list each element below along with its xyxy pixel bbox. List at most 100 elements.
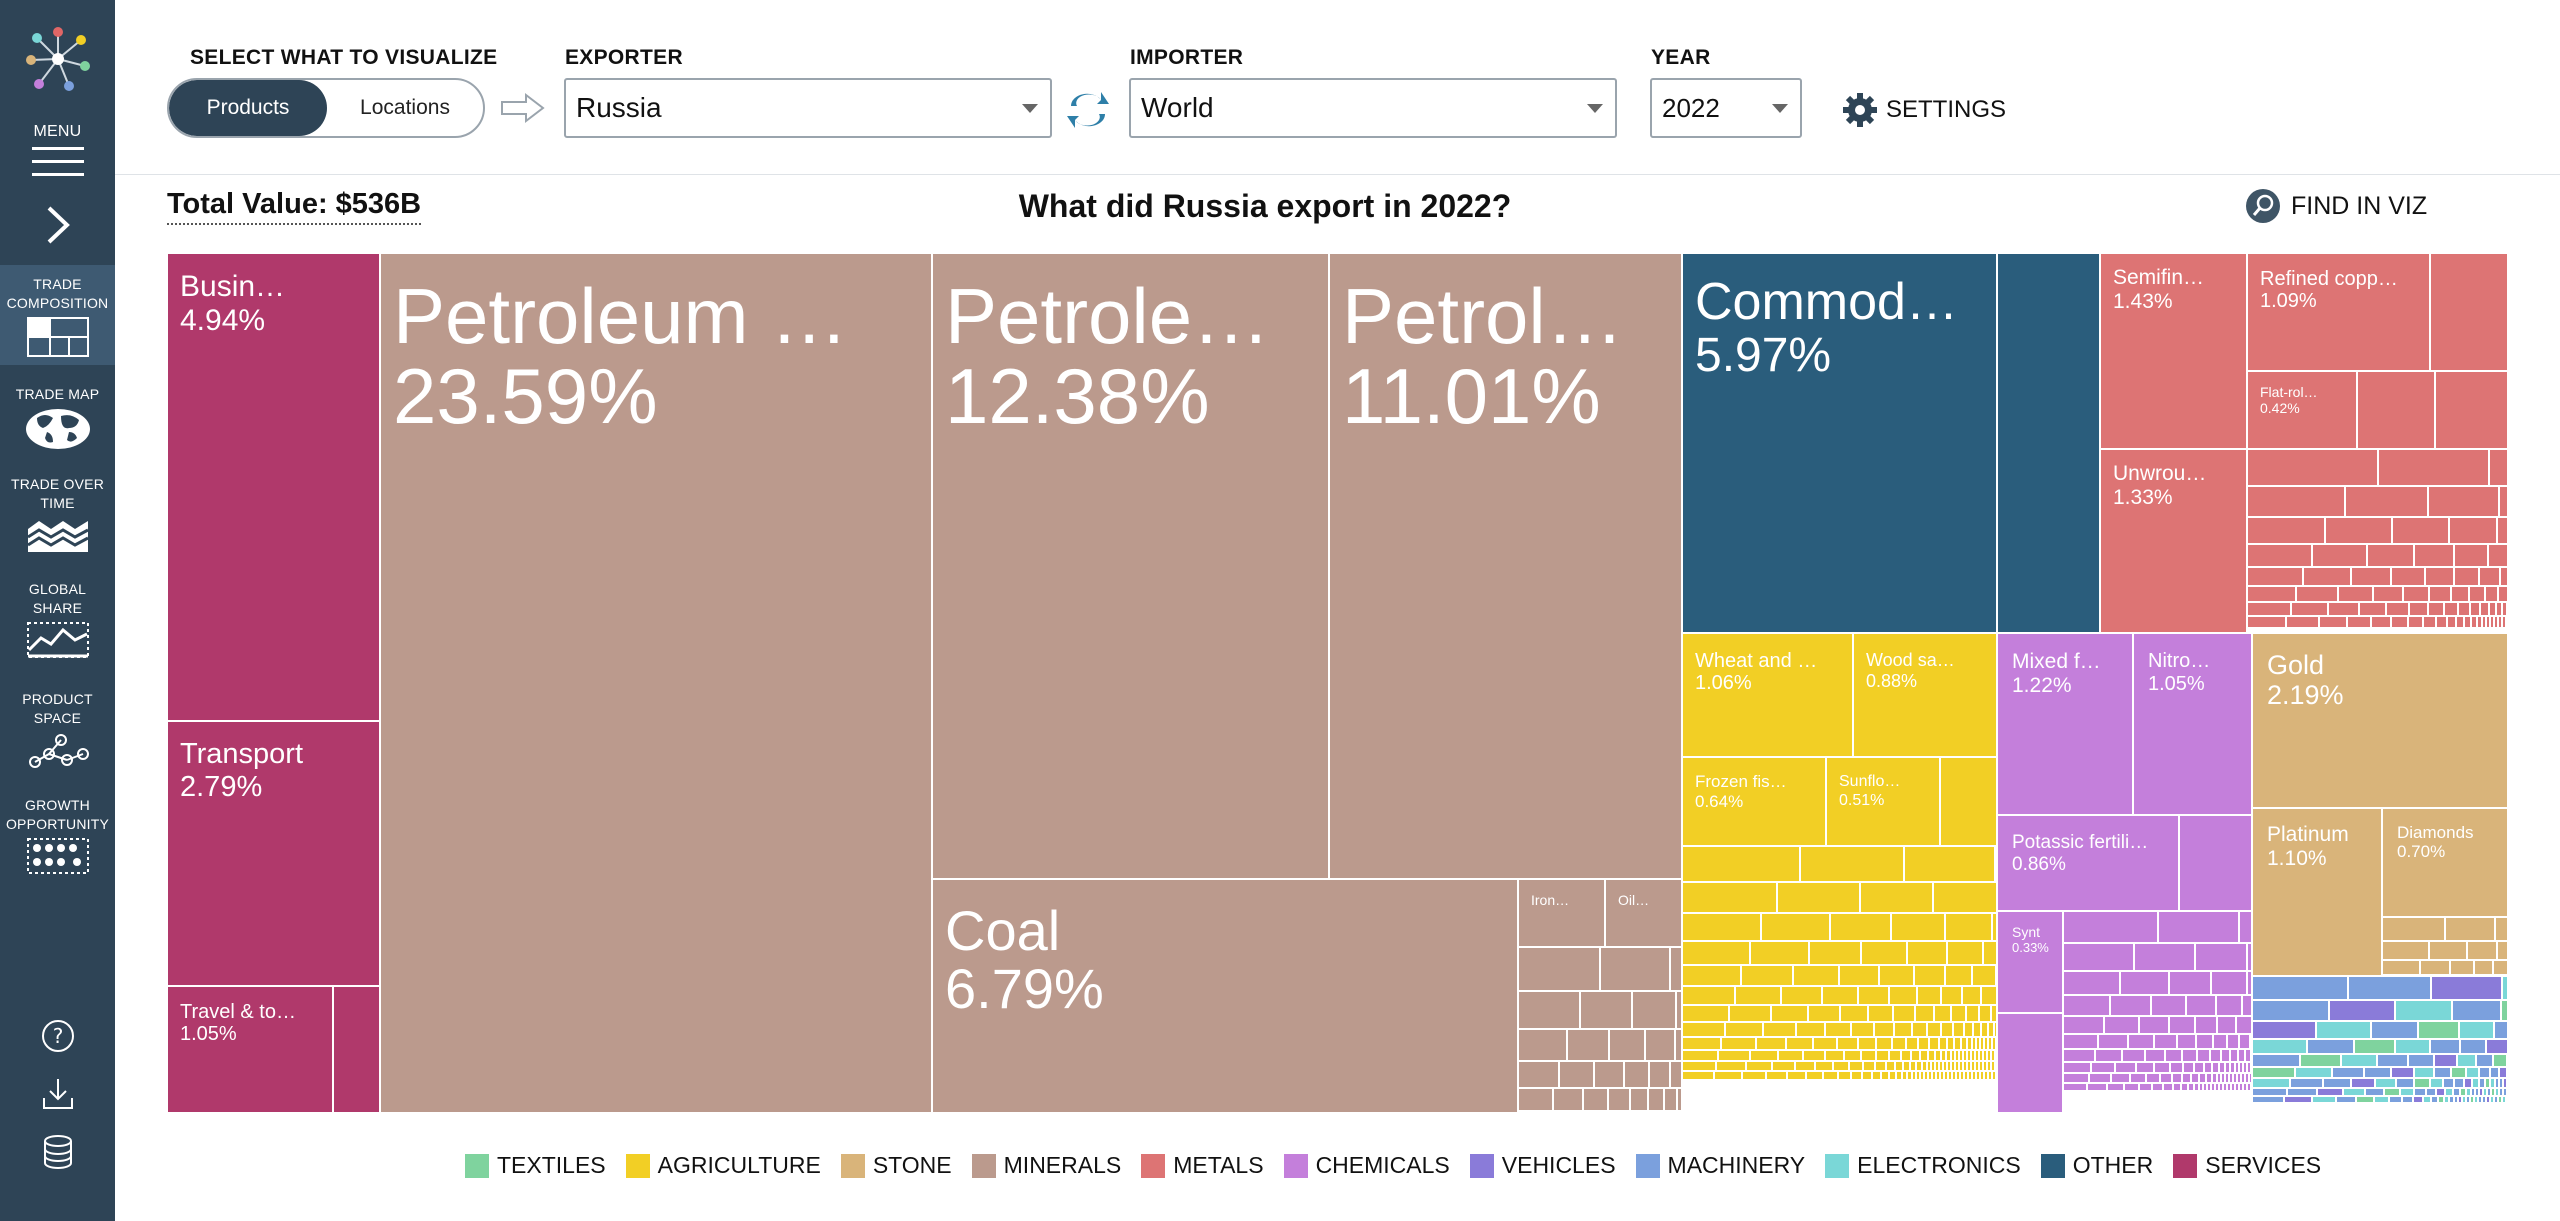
treemap-cell[interactable] [2194, 1062, 2204, 1073]
treemap-cell[interactable] [2498, 616, 2502, 628]
treemap-cell[interactable] [1976, 1037, 1980, 1050]
treemap-cell[interactable] [1981, 986, 1997, 1005]
treemap-cell[interactable] [2486, 616, 2490, 628]
treemap-cell[interactable] [1721, 1037, 1756, 1050]
treemap-cell[interactable] [1840, 1005, 1868, 1022]
treemap-cell[interactable] [2343, 1088, 2365, 1096]
treemap-cell[interactable] [2235, 1062, 2239, 1073]
treemap-cell[interactable] [2489, 602, 2496, 616]
treemap-cell[interactable] [1632, 1111, 1646, 1113]
treemap-cell[interactable] [2247, 943, 2252, 971]
treemap-cell[interactable] [2225, 1062, 2230, 1073]
treemap-cell[interactable] [2169, 1016, 2195, 1034]
treemap-cell[interactable] [2460, 1039, 2486, 1054]
treemap-cell[interactable] [1786, 1037, 1813, 1050]
treemap-cell[interactable] [2454, 544, 2488, 567]
treemap-cell[interactable]: Unwrou… 1.33% [2100, 449, 2247, 633]
treemap-cell[interactable] [1983, 1061, 1987, 1071]
treemap-cell[interactable]: Petrole… 12.38% [932, 253, 1329, 879]
treemap-cell[interactable] [2063, 911, 2158, 943]
treemap-cell[interactable] [2434, 1067, 2451, 1078]
treemap-cell[interactable] [1955, 1050, 1959, 1061]
treemap-cell[interactable] [2252, 1067, 2295, 1078]
treemap-cell[interactable] [1945, 913, 1992, 941]
treemap-cell[interactable] [1916, 1071, 1920, 1080]
treemap-cell[interactable] [1991, 1050, 1995, 1061]
sidebar-item-growth-opportunity[interactable]: GROWTH OPPORTUNITY [0, 796, 115, 874]
treemap-cell[interactable] [1979, 1005, 1991, 1022]
treemap-cell[interactable]: Refined copp… 1.09% [2247, 253, 2430, 371]
treemap-cell[interactable] [1808, 1005, 1840, 1022]
treemap-cell[interactable] [1967, 1061, 1971, 1071]
treemap-cell[interactable] [1771, 1005, 1808, 1022]
treemap-cell[interactable] [2356, 1096, 2374, 1103]
sidebar-item-trade-composition[interactable]: TRADE COMPOSITION [0, 275, 115, 357]
treemap-cell[interactable] [1907, 941, 1947, 965]
treemap-cell[interactable] [2378, 449, 2489, 486]
treemap-cell[interactable] [1851, 1071, 1862, 1080]
treemap-cell[interactable] [1934, 1005, 1951, 1022]
treemap-cell[interactable] [2130, 1073, 2146, 1083]
treemap-cell[interactable] [2490, 616, 2494, 628]
treemap-cell[interactable]: Wheat and … 1.06% [1682, 633, 1853, 757]
treemap-cell[interactable] [1772, 1061, 1795, 1071]
treemap-cell[interactable] [2239, 1083, 2243, 1091]
treemap-cell[interactable] [2486, 1039, 2508, 1054]
treemap-cell[interactable] [2233, 1073, 2237, 1083]
treemap-cell[interactable] [1939, 1037, 1947, 1050]
treemap-cell[interactable] [1682, 1022, 1725, 1037]
treemap-cell[interactable] [2498, 1096, 2502, 1103]
settings-button[interactable]: SETTINGS [1840, 88, 2006, 132]
treemap-cell[interactable] [2477, 616, 2482, 628]
treemap-cell[interactable] [2252, 1054, 2300, 1067]
treemap-cell[interactable] [1971, 1050, 1975, 1061]
treemap-cell[interactable] [2243, 1062, 2247, 1073]
treemap-cell[interactable] [2479, 1067, 2490, 1078]
treemap-cell[interactable] [1750, 1050, 1778, 1061]
treemap-cell[interactable] [2186, 995, 2216, 1016]
treemap-cell[interactable] [1670, 947, 1682, 991]
legend-item-chemicals[interactable]: CHEMICALS [1283, 1152, 1450, 1179]
treemap-cell[interactable] [2230, 1062, 2235, 1073]
treemap-cell[interactable] [2391, 616, 2408, 628]
treemap-cell[interactable] [1766, 1071, 1787, 1080]
treemap-cell[interactable] [2408, 1054, 2434, 1067]
treemap-cell[interactable] [2395, 1039, 2430, 1054]
treemap-cell[interactable] [1823, 1071, 1838, 1080]
treemap-cell[interactable] [2429, 941, 2467, 960]
treemap-cell[interactable] [2247, 544, 2312, 567]
treemap-cell[interactable] [2452, 1000, 2501, 1021]
treemap-cell[interactable] [2485, 1078, 2490, 1088]
treemap-cell[interactable] [2063, 1034, 2098, 1049]
treemap-cell[interactable] [1714, 1071, 1742, 1080]
treemap-cell[interactable] [2139, 1083, 2152, 1091]
treemap-cell[interactable] [2392, 517, 2449, 544]
treemap-cell[interactable] [2181, 1083, 2188, 1091]
treemap-cell[interactable] [1979, 1050, 1983, 1061]
treemap-cell[interactable]: Diamonds 0.70% [2382, 808, 2508, 917]
treemap-cell[interactable] [2490, 1067, 2499, 1078]
treemap-cell[interactable] [1959, 1050, 1963, 1061]
treemap-cell[interactable] [2435, 371, 2508, 449]
treemap-cell[interactable] [1951, 1050, 1955, 1061]
treemap-cell[interactable] [1889, 1050, 1901, 1061]
treemap-cell[interactable] [1868, 1005, 1893, 1022]
menu-button[interactable]: MENU [0, 122, 115, 179]
treemap-cell[interactable] [1830, 913, 1891, 941]
treemap-cell[interactable] [2247, 1083, 2251, 1091]
treemap-cell[interactable] [1806, 1071, 1823, 1080]
treemap-cell[interactable] [1939, 1061, 1943, 1071]
treemap-cell[interactable] [2221, 1049, 2230, 1062]
treemap-cell[interactable] [2247, 602, 2291, 616]
treemap-cell[interactable] [2341, 1054, 2377, 1067]
treemap-cell[interactable] [2227, 1083, 2231, 1091]
treemap-cell[interactable] [1781, 986, 1822, 1005]
treemap-cell[interactable] [1676, 991, 1682, 1029]
treemap-cell[interactable] [2501, 1000, 2508, 1021]
treemap-cell[interactable] [2493, 960, 2508, 975]
treemap-cell[interactable] [2091, 1062, 2115, 1073]
treemap-cell[interactable] [1960, 1071, 1964, 1080]
sidebar-item-trade-map[interactable]: TRADE MAP [0, 385, 115, 450]
treemap-cell[interactable] [2243, 1083, 2247, 1091]
treemap-cell[interactable] [2251, 1049, 2252, 1062]
